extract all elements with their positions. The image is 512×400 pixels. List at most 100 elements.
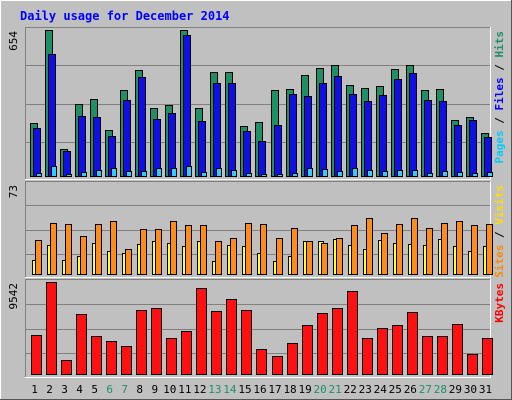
kbytes-bar (422, 336, 433, 375)
kbytes-bar (377, 328, 388, 375)
kbytes-bar (121, 346, 132, 375)
legend-part: / (493, 225, 506, 245)
pages-bar (186, 166, 192, 177)
sites-bar (306, 241, 313, 275)
x-tick-label: 10 (163, 383, 176, 396)
files-bar (319, 83, 327, 177)
x-tick-label: 22 (344, 383, 357, 396)
sites-bar (110, 221, 117, 275)
kbytes-bar (347, 291, 358, 375)
sites-bar (486, 224, 493, 275)
x-tick-label: 1 (31, 383, 38, 396)
panel-middle: 73 Sites / Visits (7, 181, 506, 278)
pages-bar (337, 171, 343, 177)
files-bar (48, 54, 56, 177)
x-tick-label: 12 (193, 383, 206, 396)
y-max-label: 654 (7, 31, 20, 51)
kbytes-bar (226, 299, 237, 375)
kbytes-bar (196, 288, 207, 375)
pages-bar (171, 168, 177, 177)
files-bar (183, 35, 191, 177)
x-tick-label: 29 (449, 383, 462, 396)
sites-bar (200, 225, 207, 275)
pages-bar (156, 168, 162, 177)
pages-bar (277, 174, 283, 177)
kbytes-bar (317, 313, 328, 375)
pages-bar (96, 170, 102, 177)
files-bar (198, 121, 206, 177)
pages-bar (352, 168, 358, 177)
pages-bar (442, 171, 448, 177)
pages-bar (412, 170, 418, 177)
pages-bar (201, 172, 207, 177)
pages-bar (487, 172, 493, 177)
kbytes-bar (46, 282, 57, 375)
files-bar (153, 119, 161, 177)
files-bar (274, 125, 282, 177)
kbytes-bar (407, 312, 418, 375)
x-tick-label: 2 (46, 383, 53, 396)
kbytes-bar (151, 308, 162, 375)
sites-bar (336, 238, 343, 275)
sites-bar (456, 221, 463, 275)
x-tick-label: 24 (374, 383, 388, 396)
y-max-label: 9542 (7, 283, 20, 310)
sites-bar (426, 228, 433, 275)
sites-bar (230, 238, 237, 275)
kbytes-bar (437, 336, 448, 375)
x-tick-label: 7 (121, 383, 128, 396)
kbytes-bar (136, 310, 147, 375)
x-tick-label: 26 (404, 383, 417, 396)
x-tick-label: 14 (223, 383, 237, 396)
files-bar (364, 101, 372, 177)
x-tick-label: 23 (359, 383, 372, 396)
x-tick-label: 8 (136, 383, 143, 396)
sites-bar (65, 224, 72, 275)
legend-part: / (493, 58, 506, 78)
files-bar (213, 83, 221, 177)
pages-bar (231, 170, 237, 177)
pages-bar (216, 168, 222, 177)
files-bar (123, 100, 131, 177)
kbytes-bar (61, 360, 72, 375)
x-tick-label: 11 (178, 383, 191, 396)
files-bar (78, 116, 86, 177)
pages-bar (81, 172, 87, 177)
sites-bar (366, 218, 373, 275)
sites-bar (441, 223, 448, 275)
kbytes-bar (467, 354, 478, 375)
files-bar (409, 73, 417, 177)
x-tick-label: 30 (464, 383, 477, 396)
x-tick-label: 28 (434, 383, 447, 396)
legend-part: Sites (493, 245, 506, 278)
kbytes-bar (166, 338, 177, 375)
files-bar (469, 120, 477, 177)
files-bar (334, 76, 342, 177)
sites-bar (50, 223, 57, 275)
files-bar (138, 77, 146, 177)
x-tick-label: 15 (238, 383, 251, 396)
pages-bar (457, 172, 463, 177)
pages-bar (472, 173, 478, 177)
legend-part: Files (493, 77, 506, 110)
pages-bar (367, 170, 373, 177)
pages-bar (246, 173, 252, 177)
kbytes-bar (362, 338, 373, 375)
panel-legend: Pages / Files / Hits (493, 31, 506, 164)
pages-bar (141, 171, 147, 177)
files-bar (228, 83, 236, 177)
kbytes-bar (241, 310, 252, 375)
legend-part: Visits (493, 185, 506, 225)
x-tick-label: 21 (329, 383, 342, 396)
kbytes-bar (181, 331, 192, 375)
x-tick-label: 3 (61, 383, 68, 396)
sites-bar (245, 223, 252, 275)
x-tick-label: 13 (208, 383, 221, 396)
sites-bar (125, 249, 132, 275)
pages-bar (261, 174, 267, 177)
files-bar (289, 94, 297, 177)
files-bar (394, 79, 402, 177)
chart-title: Daily usage for December 2014 (20, 9, 230, 23)
sites-bar (260, 224, 267, 275)
pages-bar (36, 173, 42, 177)
